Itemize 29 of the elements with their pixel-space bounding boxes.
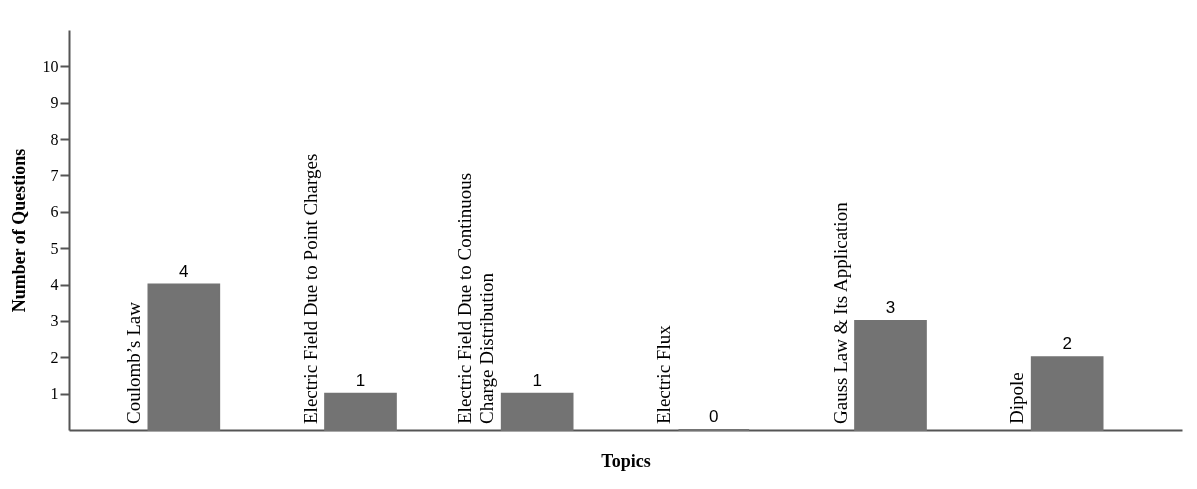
y-tick-label: 9: [50, 94, 59, 112]
y-tick-label: 7: [50, 166, 59, 184]
data-label: 2: [1062, 334, 1072, 354]
x-tick-label: Coulomb’s Law: [122, 301, 144, 424]
data-label: 1: [355, 370, 366, 390]
x-axis-title: Topics: [601, 450, 651, 471]
x-tick-label: Gauss Law & Its Application: [829, 201, 851, 424]
y-axis-title: Number of Questions: [8, 148, 29, 313]
y-tick-label: 2: [50, 348, 59, 366]
bar: [147, 283, 221, 431]
y-tick-label: 3: [50, 312, 59, 330]
x-tick-label: Dipole: [1006, 372, 1028, 424]
data-label: 3: [885, 297, 896, 317]
bar: [324, 392, 397, 431]
bar: [500, 392, 574, 431]
bar: [1030, 356, 1104, 431]
y-tick-label: 6: [50, 203, 59, 221]
x-tick-label: Electric Flux: [652, 324, 674, 424]
y-tick-label: 5: [50, 239, 59, 257]
y-tick-label: 4: [50, 276, 59, 294]
bar: [854, 319, 927, 431]
x-tick-label: Electric Field Due to Continuous Charge Distribution: [454, 172, 498, 424]
data-label: 4: [179, 261, 189, 281]
y-tick-label: 8: [50, 130, 59, 148]
x-tick-label: Electric Field Due to Point Charges: [299, 153, 321, 424]
data-label: 0: [709, 407, 719, 426]
y-tick-label: 1: [50, 385, 59, 403]
y-tick-label: 10: [42, 57, 59, 75]
data-label: 1: [532, 370, 542, 390]
